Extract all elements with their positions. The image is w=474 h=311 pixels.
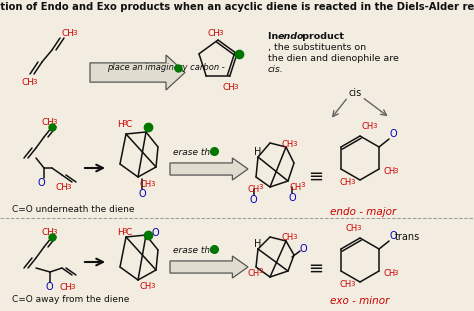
Text: 3: 3 xyxy=(122,228,127,234)
Text: H: H xyxy=(117,120,124,129)
Text: 3: 3 xyxy=(122,120,127,126)
Text: 3: 3 xyxy=(292,141,297,147)
Text: 3: 3 xyxy=(350,281,355,287)
Polygon shape xyxy=(170,158,248,180)
Text: ≡: ≡ xyxy=(308,260,323,278)
Text: endo: endo xyxy=(278,32,304,41)
Text: CH: CH xyxy=(56,183,69,192)
Text: 3: 3 xyxy=(52,229,56,235)
Text: CH: CH xyxy=(346,224,358,233)
Text: 3: 3 xyxy=(32,79,36,85)
Text: 3: 3 xyxy=(150,283,155,289)
Text: CH: CH xyxy=(208,29,221,38)
Text: 3: 3 xyxy=(372,123,376,129)
Text: O: O xyxy=(139,189,146,199)
Text: H: H xyxy=(254,147,261,157)
Text: CH: CH xyxy=(223,83,236,92)
Text: ≡: ≡ xyxy=(308,168,323,186)
Text: O: O xyxy=(389,129,397,139)
Text: CH: CH xyxy=(60,283,73,292)
Text: CH: CH xyxy=(248,269,260,278)
Text: In: In xyxy=(268,32,282,41)
Text: erase the: erase the xyxy=(173,246,216,255)
Text: CH: CH xyxy=(282,233,294,242)
Text: C: C xyxy=(126,120,132,129)
Text: 3: 3 xyxy=(150,181,155,187)
Text: product: product xyxy=(299,32,344,41)
Text: CH: CH xyxy=(42,228,55,237)
Text: place an imaginery carbon -: place an imaginery carbon - xyxy=(107,63,225,72)
Text: Formation of Endo and Exo products when an acyclic diene is reacted in the Diels: Formation of Endo and Exo products when … xyxy=(0,2,474,12)
Text: CH: CH xyxy=(362,122,374,131)
Text: 3: 3 xyxy=(292,234,297,240)
Text: cis.: cis. xyxy=(268,65,284,74)
Text: exo - minor: exo - minor xyxy=(330,296,389,306)
Text: H: H xyxy=(117,228,124,237)
Text: O: O xyxy=(289,193,297,203)
Text: CH: CH xyxy=(383,167,395,176)
Text: CH: CH xyxy=(140,180,152,189)
Text: O: O xyxy=(38,178,46,188)
Text: 3: 3 xyxy=(356,225,361,231)
Text: CH: CH xyxy=(282,140,294,149)
Text: CH: CH xyxy=(340,280,352,289)
Text: 3: 3 xyxy=(258,268,263,274)
Text: trans: trans xyxy=(395,232,420,242)
Text: O: O xyxy=(389,231,397,241)
Text: CH: CH xyxy=(248,185,260,194)
Text: O: O xyxy=(250,195,258,205)
Text: O: O xyxy=(152,228,160,238)
Text: CH: CH xyxy=(340,178,352,187)
Text: 3: 3 xyxy=(258,184,263,190)
Text: erase the: erase the xyxy=(173,148,216,157)
Text: 3: 3 xyxy=(52,119,56,125)
Text: CH: CH xyxy=(140,282,152,291)
Text: 3: 3 xyxy=(233,84,237,90)
Text: 3: 3 xyxy=(66,184,71,190)
Text: C=O underneath the diene: C=O underneath the diene xyxy=(12,205,135,214)
Text: H: H xyxy=(254,239,261,249)
Text: 3: 3 xyxy=(393,168,398,174)
Text: 3: 3 xyxy=(300,182,304,188)
Text: endo - major: endo - major xyxy=(330,207,396,217)
Text: O: O xyxy=(46,282,54,292)
Text: C: C xyxy=(126,228,132,237)
Text: 3: 3 xyxy=(70,284,74,290)
Text: 3: 3 xyxy=(72,30,76,36)
Text: , the substituents on: , the substituents on xyxy=(268,43,366,52)
Text: CH: CH xyxy=(42,118,55,127)
Polygon shape xyxy=(90,55,185,90)
Text: O: O xyxy=(300,244,308,254)
Text: CH: CH xyxy=(290,183,302,192)
Polygon shape xyxy=(170,256,248,278)
Text: 3: 3 xyxy=(393,270,398,276)
Text: CH: CH xyxy=(383,269,395,278)
Text: 3: 3 xyxy=(350,179,355,185)
Text: cis: cis xyxy=(348,88,362,98)
Text: C=O away from the diene: C=O away from the diene xyxy=(12,295,129,304)
Text: CH: CH xyxy=(62,29,75,38)
Text: the dien and dienophile are: the dien and dienophile are xyxy=(268,54,402,63)
Text: 3: 3 xyxy=(218,30,222,36)
Text: CH: CH xyxy=(22,78,35,87)
